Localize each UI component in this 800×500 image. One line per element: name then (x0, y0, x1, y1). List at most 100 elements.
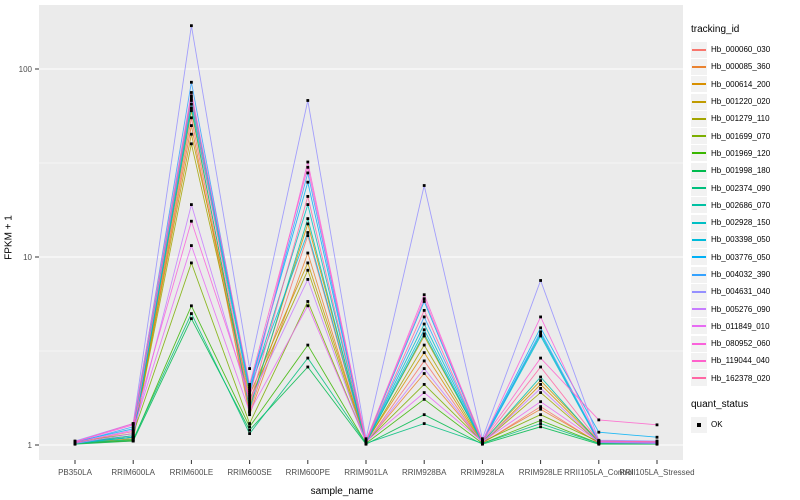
legend-entry-label: Hb_080952_060 (711, 339, 771, 349)
data-point-Hb_002374_090 (248, 432, 251, 435)
legend-entry-label: Hb_001699_070 (711, 131, 771, 141)
data-point-Hb_001279_110 (190, 142, 193, 146)
data-point-Hb_162378_020 (597, 439, 601, 443)
data-point-Hb_005276_090 (190, 203, 193, 206)
y-tick-label: 1 (28, 441, 33, 450)
data-point-Hb_001279_110 (539, 391, 542, 394)
data-point-Hb_003398_050 (190, 99, 193, 102)
data-point-Hb_001998_180 (539, 425, 542, 429)
legend-tracking-entries: Hb_000060_030 Hb_000085_360 Hb_000614_200 H… (691, 41, 799, 387)
data-point-Hb_011849_010 (190, 244, 193, 247)
data-point-Hb_162378_020 (655, 440, 659, 444)
plot-panel (39, 5, 683, 460)
data-point-Hb_003398_050 (248, 387, 251, 390)
data-point-Hb_119044_040 (597, 418, 601, 422)
data-point-Hb_011849_010 (422, 391, 426, 394)
data-point-Hb_000614_200 (306, 222, 310, 226)
point-square-icon (697, 422, 701, 427)
legend-entry-label: Hb_005276_090 (711, 304, 771, 314)
data-point-Hb_080952_060 (422, 293, 426, 297)
legend-entry-Hb_003776_050: Hb_003776_050 (691, 249, 799, 266)
legend-key-line-icon (692, 342, 706, 345)
legend-entry-ok: OK (691, 416, 799, 433)
x-tick-label: RRII105LA_Control (564, 468, 634, 477)
legend-key-box (691, 352, 707, 369)
data-point-Hb_001699_070 (539, 413, 542, 417)
data-point-Hb_001279_110 (422, 343, 426, 347)
legend-key-box (691, 197, 707, 214)
legend-key-line-icon (692, 117, 706, 120)
legend-entry-Hb_001998_180: Hb_001998_180 (691, 162, 799, 179)
data-point-Hb_119044_040 (481, 438, 484, 442)
data-point-Hb_119044_040 (655, 423, 659, 427)
x-tick-label: PB350LA (58, 468, 92, 477)
data-point-Hb_002686_070 (248, 407, 251, 411)
data-point-Hb_001699_070 (422, 383, 426, 386)
data-point-Hb_002374_090 (131, 438, 135, 441)
data-point-Hb_001220_020 (306, 261, 310, 265)
legend-entry-Hb_004631_040: Hb_004631_040 (691, 283, 799, 300)
data-point-Hb_004032_390 (248, 389, 251, 392)
legend-entry-Hb_002374_090: Hb_002374_090 (691, 179, 799, 197)
legend-key-box (691, 283, 707, 300)
data-point-Hb_000614_200 (539, 383, 542, 386)
legend-entry-Hb_000614_200: Hb_000614_200 (691, 76, 799, 93)
legend-key-line-icon (692, 135, 706, 138)
data-point-Hb_011849_010 (306, 304, 310, 308)
data-point-Hb_001998_180 (306, 365, 310, 369)
legend-entry-Hb_001699_070: Hb_001699_070 (691, 127, 799, 145)
data-point-Hb_003776_050 (539, 326, 542, 330)
x-tick-label: RRIM928LE (519, 468, 563, 477)
data-point-Hb_005276_090 (422, 367, 426, 370)
data-point-Hb_000085_360 (306, 251, 310, 255)
data-point-Hb_162378_020 (190, 96, 193, 100)
legend-quant-title: quant_status (691, 399, 749, 410)
x-axis-title: sample_name (310, 486, 374, 497)
data-point-Hb_001279_110 (306, 268, 310, 272)
legend-entry-Hb_011849_010: Hb_011849_010 (691, 318, 799, 335)
legend-entry-Hb_001279_110: Hb_001279_110 (691, 110, 799, 127)
y-tick-label: 10 (23, 253, 32, 262)
data-point-Hb_002686_070 (190, 106, 193, 110)
data-point-Hb_000085_360 (422, 372, 426, 375)
legend-entry-Hb_002928_150: Hb_002928_150 (691, 214, 799, 231)
data-point-Hb_002374_090 (422, 422, 426, 425)
data-point-Hb_119044_040 (131, 422, 135, 425)
x-tick-label: RRIM600PE (286, 468, 330, 477)
x-tick-label: RRIM928LA (461, 468, 505, 477)
legend-tracking-id: tracking_id Hb_000060_030 Hb_000085_360 Hb… (691, 24, 799, 387)
legend-key-line-icon (692, 238, 706, 241)
data-point-Hb_004631_040 (190, 24, 193, 28)
data-point-Hb_003776_050 (422, 300, 426, 303)
data-point-Hb_004631_040 (539, 279, 542, 282)
legend-entry-label: OK (711, 420, 723, 430)
legend-key-line-icon (692, 290, 706, 293)
data-point-Hb_162378_020 (481, 440, 484, 444)
legend-key-line-icon (692, 100, 706, 103)
data-point-Hb_003776_050 (306, 180, 310, 184)
data-point-Hb_001220_020 (248, 393, 251, 397)
data-point-Hb_003398_050 (422, 328, 426, 332)
y-tick-label: 100 (19, 65, 33, 74)
data-point-Hb_000060_030 (539, 405, 542, 409)
legend-key-line-icon (692, 187, 706, 190)
y-axis-title: FPKM + 1 (3, 215, 15, 260)
data-point-Hb_001699_070 (248, 422, 251, 425)
data-point-Hb_119044_040 (306, 165, 310, 169)
x-tick-label: RRIM600LE (170, 468, 214, 477)
legend-entry-label: Hb_001220_020 (711, 97, 771, 107)
data-point-Hb_000060_030 (306, 234, 310, 237)
legend-entry-label: Hb_001969_120 (711, 148, 771, 158)
legend-key-line-icon (692, 325, 706, 328)
data-point-Hb_002928_150 (422, 322, 426, 326)
data-point-Hb_001220_020 (190, 132, 193, 136)
data-point-Hb_119044_040 (248, 383, 251, 386)
data-point-Hb_004032_390 (131, 425, 135, 429)
legend-entry-Hb_005276_090: Hb_005276_090 (691, 300, 799, 318)
data-point-Hb_119044_040 (364, 438, 368, 442)
data-point-Hb_005276_090 (306, 278, 310, 281)
data-point-Hb_119044_040 (190, 91, 193, 94)
legend-key-line-icon (692, 65, 706, 68)
legend-key-box (691, 76, 707, 93)
